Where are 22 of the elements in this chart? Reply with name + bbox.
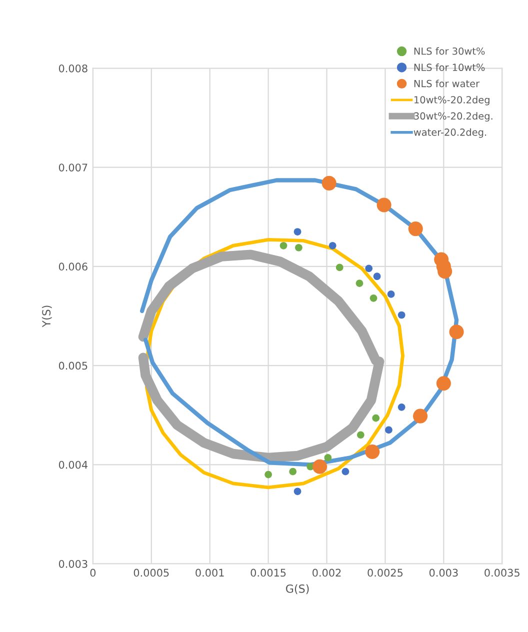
- y-tick-label: 0.008: [58, 64, 88, 72]
- x-tick-label: 0.0015: [250, 568, 286, 577]
- x-tick-label: 0: [90, 568, 96, 577]
- x-tick-label: 0.003: [429, 568, 458, 577]
- legend-label: 30wt%-20.2deg.: [414, 112, 492, 122]
- x-axis-title: G(S): [286, 584, 309, 594]
- y-tick-label: 0.007: [58, 164, 88, 172]
- legend-label: 10wt%-20.2deg: [414, 96, 490, 106]
- legend-label: NLS for water: [414, 80, 480, 88]
- x-tick-label: 0.002: [312, 568, 341, 577]
- x-tick-label: 0.001: [196, 568, 224, 577]
- x-tick-label: 0.0005: [134, 568, 169, 577]
- x-tick-label: 0.0025: [368, 568, 403, 577]
- y-tick-label: 0.006: [58, 262, 88, 271]
- x-tick-label: 0.0035: [484, 568, 520, 577]
- y-tick-label: 0.003: [58, 560, 88, 568]
- legend-label: NLS for 10wt%: [414, 63, 485, 72]
- y-tick-label: 0.004: [58, 460, 88, 469]
- y-tick-label: 0.005: [58, 362, 88, 370]
- legend-label: NLS for 30wt%: [414, 47, 485, 55]
- y-axis-title: Y(S): [42, 306, 52, 328]
- legend-label: water-20.2deg.: [414, 128, 486, 138]
